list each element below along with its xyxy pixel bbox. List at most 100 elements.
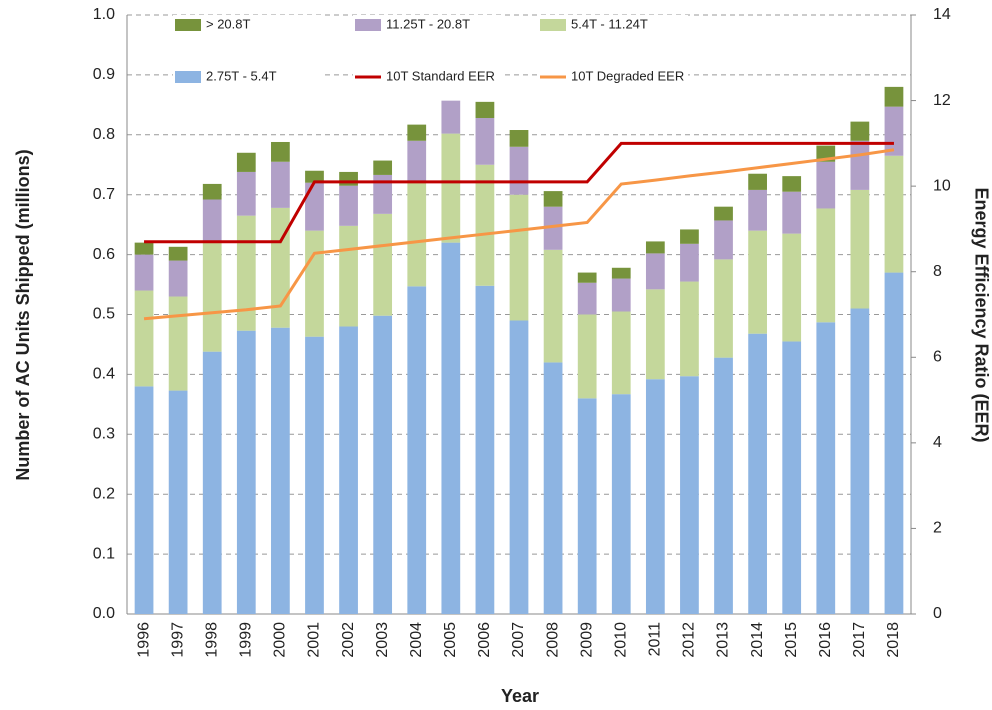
bar-segment	[714, 206, 733, 221]
bar-segment	[305, 230, 324, 337]
bar-segment	[134, 242, 154, 255]
legend-bg	[173, 15, 323, 35]
y2-tick-label: 12	[933, 92, 951, 109]
x-tick-label: 2007	[510, 622, 527, 658]
bar-segment	[680, 229, 699, 244]
bar-segment	[645, 241, 665, 254]
bar-segment	[475, 285, 495, 614]
bar-segment	[680, 243, 699, 282]
bar-segment	[680, 376, 699, 614]
bar-segment	[305, 336, 324, 614]
bar-segment	[168, 246, 188, 261]
bar-segment	[339, 225, 358, 327]
bar-segment	[407, 286, 427, 614]
bar-segment	[850, 121, 870, 141]
bar-segment	[475, 101, 495, 119]
bar-segment	[577, 314, 597, 399]
x-tick-label: 2004	[408, 622, 425, 658]
bar-segment	[168, 296, 188, 391]
legend-bg	[538, 15, 688, 35]
y2-axis-title: Energy Efficiency Ratio (EER)	[971, 187, 991, 442]
bar-segment	[441, 100, 461, 134]
y2-tick-label: 4	[933, 434, 942, 451]
bar-segment	[134, 254, 154, 291]
bar-segment	[611, 394, 631, 614]
bar-segment	[543, 249, 563, 363]
y2-tick-label: 6	[933, 349, 942, 366]
bar-segment	[134, 386, 154, 614]
x-tick-label: 2008	[544, 622, 561, 658]
bar-segment	[271, 141, 290, 162]
bar-segment	[168, 260, 188, 297]
y-tick-label: 0.4	[93, 366, 115, 383]
bar-segment	[271, 327, 290, 614]
bar-segment	[714, 357, 733, 614]
x-tick-label: 1998	[203, 622, 220, 658]
bar-segment	[543, 206, 563, 250]
bar-segment	[475, 164, 495, 286]
x-tick-label: 2013	[715, 622, 732, 658]
legend-label: 11.25T - 20.8T	[386, 16, 470, 31]
x-axis-title: Year	[501, 686, 539, 706]
bar-segment	[748, 333, 767, 614]
bar-segment	[339, 185, 358, 226]
legend-swatch	[175, 71, 201, 83]
bar-segment	[611, 311, 631, 395]
legend-bg	[538, 67, 688, 87]
legend-swatch	[540, 19, 566, 31]
legend-swatch	[175, 19, 201, 31]
bar-segment	[782, 233, 802, 342]
legend-label: 10T Degraded EER	[571, 68, 684, 83]
x-tick-label: 2016	[817, 622, 834, 658]
bar-segment	[373, 174, 393, 214]
y-axis-title: Number of AC Units Shipped (millions)	[13, 149, 33, 480]
y-tick-label: 0.0	[93, 605, 115, 622]
x-tick-label: 2002	[340, 622, 357, 658]
y-tick-label: 0.5	[93, 306, 115, 323]
y-tick-label: 0.7	[93, 186, 115, 203]
bar-segment	[748, 173, 767, 190]
bar-segment	[509, 320, 529, 614]
bar-segment	[748, 189, 767, 231]
bar-segment	[543, 362, 563, 614]
x-tick-label: 2001	[306, 622, 323, 658]
y2-tick-label: 14	[933, 6, 951, 23]
bar-segment	[202, 351, 222, 614]
x-tick-label: 1999	[238, 622, 255, 658]
x-tick-label: 2010	[612, 622, 629, 658]
bar-segment	[441, 242, 461, 614]
x-tick-label: 2009	[578, 622, 595, 658]
bar-segment	[202, 199, 222, 243]
bar-segment	[680, 281, 699, 377]
y2-tick-label: 0	[933, 605, 942, 622]
bar-segment	[714, 220, 733, 260]
bar-segment	[407, 140, 427, 183]
bar-segment	[407, 182, 427, 287]
y-tick-label: 0.8	[93, 126, 115, 143]
y-tick-label: 0.1	[93, 545, 115, 562]
bar-segment	[850, 189, 870, 309]
bar-segment	[509, 194, 529, 321]
bar-segment	[816, 322, 836, 614]
bar-segment	[645, 379, 665, 614]
bar-segment	[509, 130, 529, 147]
bar-segment	[509, 146, 529, 195]
x-tick-label: 2017	[851, 622, 868, 658]
bar-segment	[577, 398, 597, 614]
bar-segment	[236, 171, 256, 216]
bar-segment	[339, 326, 358, 614]
x-tick-label: 2014	[749, 622, 766, 658]
legend-bg	[353, 67, 503, 87]
x-tick-label: 1997	[169, 622, 186, 658]
x-tick-label: 2000	[272, 622, 289, 658]
bar-segment	[339, 171, 358, 186]
x-tick-label: 2003	[374, 622, 391, 658]
bar-segment	[271, 161, 290, 208]
bar-segment	[236, 215, 256, 331]
bar-segment	[850, 140, 870, 190]
bar-segment	[884, 155, 904, 273]
line-series	[143, 148, 895, 321]
bar-segment	[271, 207, 290, 328]
legend-label: 2.75T - 5.4T	[206, 68, 277, 83]
